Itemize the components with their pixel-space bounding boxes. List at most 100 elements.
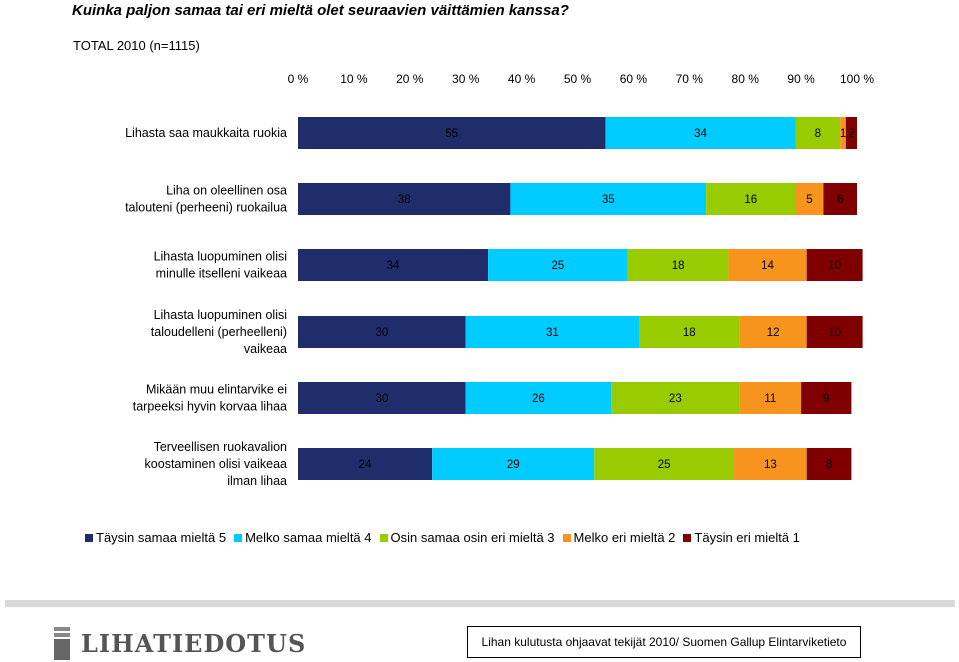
data-label: 25: [552, 260, 565, 272]
bar-segment: [806, 448, 852, 480]
bar-segment: [298, 316, 466, 348]
bar-segment: [795, 183, 824, 215]
data-label: 13: [764, 459, 777, 471]
bar-segment: [845, 117, 857, 149]
category-label: Lihasta saa maukkaita ruokia: [125, 126, 287, 140]
logo-mark-icon: [52, 627, 74, 660]
x-tick-label: 70 %: [676, 72, 704, 86]
data-label: 9: [823, 393, 829, 405]
logo-text: LIHATIEDOTUS: [81, 629, 307, 658]
data-label: 18: [672, 260, 685, 272]
bar-segment: [298, 117, 606, 149]
data-label: 29: [507, 459, 520, 471]
x-tick-label: 80 %: [732, 72, 760, 86]
bar-segment: [840, 117, 846, 149]
bar-segment: [298, 249, 489, 281]
bar-segment: [594, 448, 735, 480]
bar-segment: [488, 249, 628, 281]
stacked-bar-chart: 0 % 10 % 20 % 30 % 40 % 50 % 60 % 70 % 80 % 90 % 1…: [125, 72, 874, 488]
category-label: Lihasta luopuminen olisi minulle itsellen…: [154, 250, 287, 281]
legend-item: Täysin eri mieltä 1: [683, 530, 800, 545]
data-label: 30: [375, 327, 388, 339]
data-label: 34: [387, 260, 400, 272]
data-label: 38: [398, 194, 411, 206]
x-tick-label: 20 %: [396, 72, 424, 86]
bar-segment: [806, 316, 863, 348]
data-label: 12: [767, 327, 780, 339]
data-label: 18: [683, 327, 696, 339]
data-label: 31: [546, 327, 559, 339]
data-label: 8: [826, 459, 832, 471]
bar-segment: [298, 183, 511, 215]
chart-subtitle: TOTAL 2010 (n=1115): [73, 38, 200, 53]
bar-segment: [806, 249, 863, 281]
legend-item: Melko eri mieltä 2: [562, 530, 676, 545]
data-label: 24: [359, 459, 372, 471]
x-tick-label: 10 %: [340, 72, 368, 86]
bar-segment: [605, 117, 796, 149]
data-label: 35: [602, 194, 615, 206]
footer-divider: [5, 600, 955, 607]
x-tick-label: 0 %: [288, 72, 309, 86]
bar-segment: [627, 249, 729, 281]
legend-label: Melko eri mieltä 2: [573, 530, 676, 545]
data-label: 23: [669, 393, 682, 405]
data-label: 2: [848, 128, 854, 140]
bar-segment: [611, 382, 740, 414]
category-label: Terveellisen ruokavalion koostaminen olis…: [145, 440, 287, 488]
category-label: Lihasta luopuminen olisi taloudelleni (pe…: [151, 308, 287, 356]
x-tick-label: 50 %: [564, 72, 592, 86]
data-label: 11: [764, 393, 776, 405]
bar-segment: [465, 382, 612, 414]
x-tick-label: 90 %: [787, 72, 815, 86]
chart-legend: Täysin samaa mieltä 5 Melko samaa mieltä …: [85, 530, 808, 545]
x-tick-label: 60 %: [620, 72, 648, 86]
chart-title: Kuinka paljon samaa tai eri mieltä olet …: [72, 2, 569, 19]
legend-label: Täysin eri mieltä 1: [694, 530, 800, 545]
category-label: Liha on oleellinen osa talouteni (perheen…: [125, 184, 287, 215]
bar-segment: [298, 382, 466, 414]
source-note: Lihan kulutusta ohjaavat tekijät 2010/ S…: [467, 626, 861, 658]
legend-label: Melko samaa mieltä 4: [245, 530, 372, 545]
data-label: 25: [658, 459, 671, 471]
legend-swatch: [683, 533, 692, 542]
bar-segment: [510, 183, 707, 215]
bar-segment: [298, 448, 433, 480]
x-tick-label: 40 %: [508, 72, 536, 86]
legend-swatch: [234, 533, 243, 542]
legend-label: Täysin samaa mieltä 5: [96, 530, 227, 545]
legend-item: Melko samaa mieltä 4: [234, 530, 372, 545]
legend-swatch: [379, 533, 388, 542]
data-label: 10: [828, 327, 841, 339]
data-label: 14: [761, 260, 774, 272]
x-tick-label: 30 %: [452, 72, 480, 86]
data-label: 10: [828, 260, 841, 272]
bar-segment: [638, 316, 740, 348]
bar-segment: [728, 249, 807, 281]
bar-segment: [465, 316, 639, 348]
bar-segment: [734, 448, 807, 480]
legend-item: Osin samaa osin eri mieltä 3: [379, 530, 555, 545]
legend-label: Osin samaa osin eri mieltä 3: [390, 530, 555, 545]
category-label: Mikään muu elintarvike ei tarpeeksi hyvin…: [133, 383, 287, 414]
bar-segment: [432, 448, 595, 480]
data-label: 26: [532, 393, 545, 405]
legend-item: Täysin samaa mieltä 5: [85, 530, 226, 545]
data-label: 30: [375, 393, 388, 405]
data-label: 6: [837, 194, 843, 206]
data-label: 55: [445, 128, 458, 140]
data-label: 8: [815, 128, 821, 140]
x-tick-label: 100 %: [840, 72, 874, 86]
bar-segment: [823, 183, 857, 215]
bar-segment: [801, 382, 852, 414]
bar-segment: [739, 316, 807, 348]
bar-segment: [739, 382, 802, 414]
data-label: 1: [840, 128, 846, 140]
lihatiedotus-logo: LIHATIEDOTUS: [52, 627, 306, 660]
bar-segment: [795, 117, 841, 149]
bar-segment: [706, 183, 796, 215]
data-label: 5: [806, 194, 812, 206]
data-label: 16: [744, 194, 757, 206]
legend-swatch: [85, 533, 93, 542]
data-label: 34: [694, 128, 707, 140]
